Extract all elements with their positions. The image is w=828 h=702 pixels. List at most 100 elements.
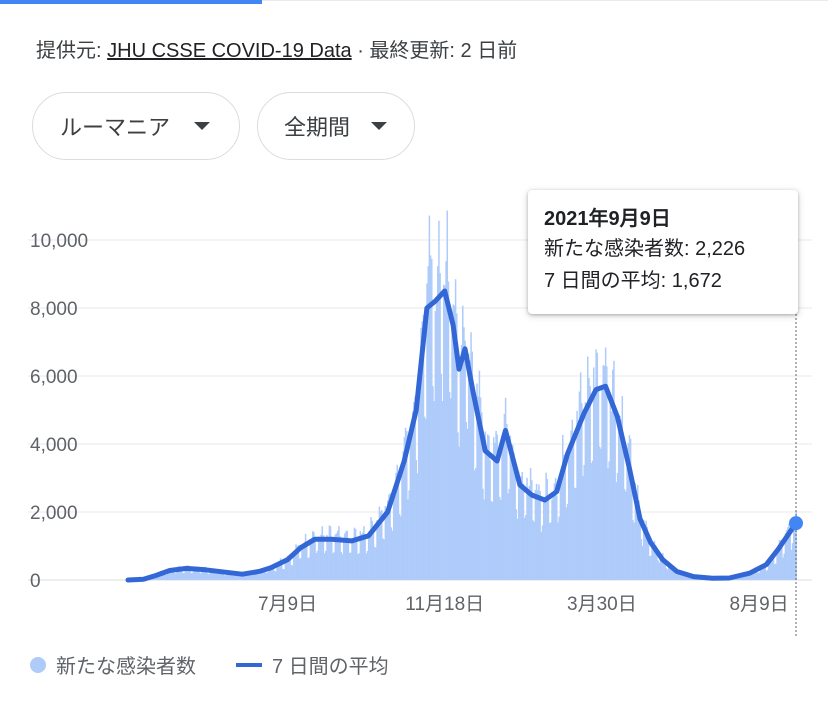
- daily-case-bar: [320, 534, 322, 580]
- daily-case-bar: [606, 366, 608, 580]
- daily-case-bar: [295, 544, 297, 580]
- daily-case-bar: [775, 563, 777, 580]
- daily-case-bar: [578, 391, 581, 580]
- daily-case-bar: [508, 489, 510, 580]
- daily-case-bar: [758, 572, 760, 580]
- daily-case-bar: [489, 460, 491, 580]
- daily-case-bar: [425, 418, 427, 580]
- daily-case-bar: [456, 313, 458, 580]
- daily-case-bar: [264, 570, 266, 580]
- daily-case-bar: [484, 431, 487, 580]
- y-tick-label: 8,000: [30, 299, 78, 320]
- daily-case-bar: [426, 283, 428, 580]
- daily-case-bar: [415, 459, 418, 580]
- daily-case-bar: [302, 545, 304, 580]
- legend-bars-swatch: [30, 656, 46, 673]
- daily-case-bar: [782, 557, 784, 580]
- daily-case-bar: [159, 573, 162, 580]
- daily-case-bar: [608, 461, 610, 580]
- daily-case-bar: [370, 517, 372, 580]
- daily-case-bar: [504, 397, 507, 580]
- daily-case-bar: [542, 497, 545, 580]
- daily-case-bar: [214, 569, 216, 580]
- daily-case-bar: [595, 349, 597, 580]
- daily-case-bar: [577, 420, 579, 580]
- daily-case-bar: [447, 281, 450, 580]
- daily-case-bar: [158, 575, 160, 580]
- daily-case-bar: [669, 566, 671, 580]
- daily-case-bar: [783, 553, 785, 580]
- chart-legend: 新たな感染者数 7 日間の平均: [30, 650, 389, 679]
- daily-case-bar: [502, 436, 504, 580]
- daily-case-bar: [567, 453, 570, 580]
- country-dropdown[interactable]: ルーマニア: [32, 92, 240, 160]
- daily-case-bar: [539, 491, 541, 580]
- daily-case-bar: [675, 573, 677, 580]
- daily-case-bar: [788, 523, 790, 580]
- daily-case-bar: [771, 554, 774, 580]
- daily-case-bar: [660, 557, 663, 580]
- daily-case-bar: [521, 471, 524, 580]
- daily-case-bar: [360, 533, 363, 580]
- daily-case-bar: [462, 305, 464, 580]
- daily-case-bar: [529, 467, 532, 580]
- daily-case-bar: [189, 568, 191, 580]
- daily-case-bar: [202, 569, 204, 580]
- daily-case-bar: [170, 568, 172, 580]
- daily-case-bar: [207, 573, 209, 580]
- daily-case-bar: [460, 344, 463, 580]
- daily-case-bar: [194, 569, 196, 580]
- daily-case-bar: [173, 572, 176, 580]
- daily-case-bar: [391, 530, 394, 580]
- daily-case-bar: [452, 304, 454, 580]
- daily-case-bar: [420, 327, 422, 580]
- daily-case-bar: [209, 570, 212, 580]
- daily-case-bar: [341, 554, 344, 580]
- daily-case-bar: [477, 396, 479, 580]
- daily-case-bar: [617, 414, 620, 580]
- daily-case-bar: [328, 525, 331, 580]
- daily-case-bar: [754, 569, 757, 580]
- legend-line-swatch: [236, 662, 262, 667]
- daily-case-bar: [665, 568, 668, 580]
- daily-case-bar: [217, 570, 220, 580]
- daily-case-bar: [550, 522, 552, 580]
- period-dropdown[interactable]: 全期間: [257, 92, 415, 160]
- source-link[interactable]: JHU CSSE COVID-19 Data: [107, 40, 352, 62]
- daily-case-bar: [609, 396, 612, 580]
- daily-case-bar: [163, 570, 165, 580]
- daily-case-bar: [398, 513, 401, 580]
- daily-case-bar: [463, 327, 465, 580]
- y-axis-labels: 0 2,000 4,000 6,000 8,000 10,000: [30, 231, 88, 592]
- daily-case-bar: [377, 523, 379, 580]
- daily-case-bar: [768, 561, 770, 580]
- tooltip-average-value: 1,672: [671, 270, 722, 292]
- daily-case-bar: [256, 571, 258, 580]
- daily-case-bar: [569, 445, 571, 580]
- daily-case-bar: [621, 396, 624, 580]
- daily-case-bar: [678, 571, 681, 580]
- daily-case-bar: [650, 555, 652, 580]
- daily-case-bar: [400, 516, 402, 580]
- daily-case-bar: [421, 321, 424, 580]
- daily-case-bar: [188, 565, 190, 580]
- daily-case-bar: [339, 536, 341, 580]
- daily-case-bar: [526, 477, 528, 580]
- daily-case-bar: [787, 527, 789, 580]
- daily-case-bar: [457, 432, 459, 580]
- daily-case-bar: [348, 552, 351, 580]
- daily-case-bar: [340, 551, 343, 580]
- daily-case-bar: [579, 372, 582, 580]
- daily-case-bar: [764, 565, 766, 580]
- daily-case-bar: [656, 552, 658, 580]
- daily-case-bar: [495, 430, 497, 580]
- daily-case-bar: [266, 572, 269, 580]
- daily-case-bar: [253, 570, 256, 580]
- daily-case-bar: [185, 568, 188, 580]
- daily-case-bar: [352, 538, 354, 580]
- daily-case-bar: [404, 427, 407, 580]
- daily-case-bar: [289, 556, 291, 580]
- daily-case-bar: [551, 499, 553, 580]
- daily-case-bar: [448, 391, 451, 580]
